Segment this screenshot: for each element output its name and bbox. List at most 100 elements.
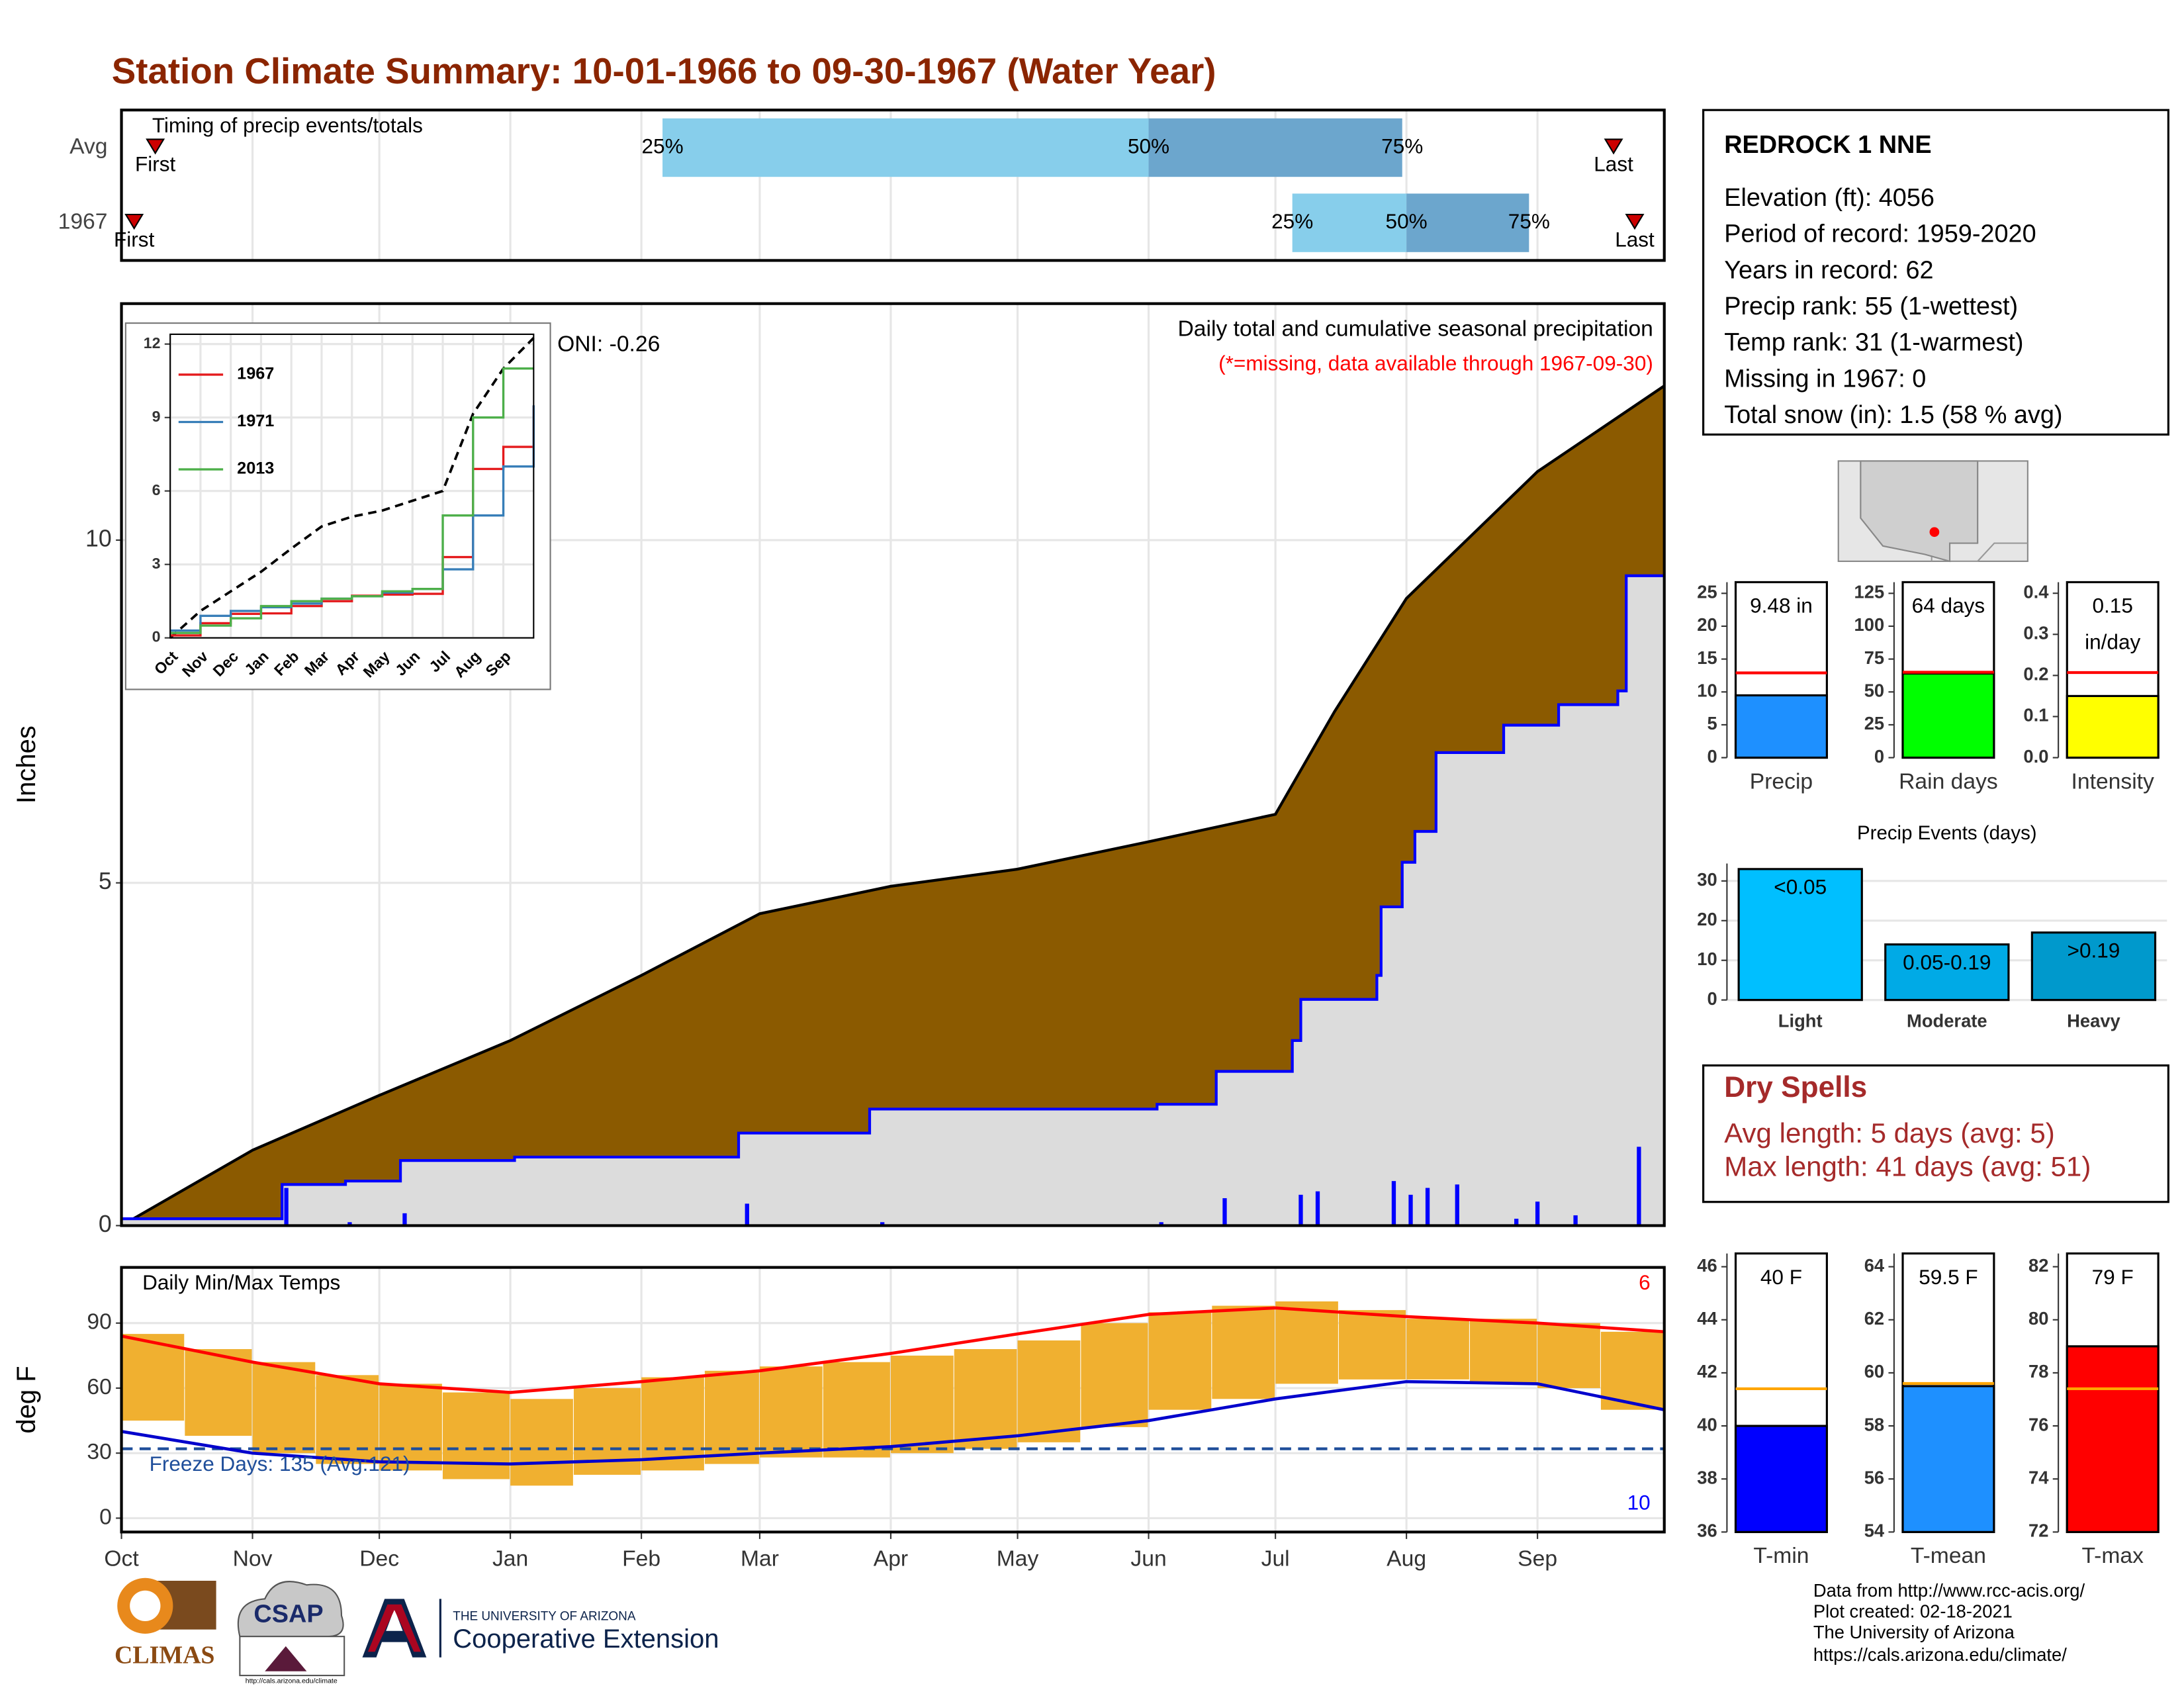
logo-text: CSAP — [253, 1601, 323, 1628]
x-tick-label: Jul — [1261, 1546, 1290, 1571]
dry-spells-line: Avg length: 5 days (avg: 5) — [1724, 1117, 2055, 1149]
y-tick-label: 0 — [1707, 746, 1717, 767]
temp-range-bar — [1081, 1323, 1148, 1427]
info-line: Elevation (ft): 4056 — [1724, 184, 1934, 212]
value-label: 64 days — [1912, 594, 1985, 618]
quartile-label: 75% — [1381, 134, 1423, 158]
event-label: First — [135, 152, 176, 176]
average-line — [121, 1306, 1664, 1394]
dry-spells-line: Max length: 41 days (avg: 51) — [1724, 1150, 2091, 1182]
dry-spells-box — [1702, 1064, 2169, 1203]
y-tick-label: 0.1 — [2023, 705, 2048, 726]
value-label: 9.48 in — [1750, 594, 1813, 618]
daily-bar — [284, 1188, 289, 1226]
y-tick-label: 78 — [2028, 1361, 2048, 1382]
x-tick-label: Oct — [104, 1546, 139, 1571]
credit: Plot created: 02-18-2021 — [1813, 1601, 2013, 1622]
x-tick-label: T-mean — [1911, 1544, 1986, 1568]
x-tick-label: Sep — [1518, 1546, 1557, 1571]
temp-range-bar — [1406, 1319, 1469, 1380]
temp-range-bar — [121, 1334, 185, 1421]
info-line: Period of record: 1959-2020 — [1724, 220, 2036, 248]
info-line: Temp rank: 31 (1-warmest) — [1724, 329, 2023, 357]
temp-range-bar — [185, 1349, 252, 1436]
csap-logo: CSAP http://cals.arizona.edu/climate — [237, 1581, 345, 1685]
y-tick-label: 15 — [1697, 647, 1717, 668]
quartile-label: 25% — [1271, 209, 1313, 233]
average-line — [121, 1380, 1665, 1466]
daily-bar — [1222, 1198, 1227, 1226]
daily-bar — [745, 1203, 749, 1226]
record-count: 6 — [1639, 1270, 1651, 1294]
y-tick-label: Avg — [69, 134, 107, 159]
y-tick-label: 80 — [2028, 1308, 2048, 1329]
bar — [2066, 1345, 2160, 1533]
temp-range-bar — [641, 1377, 704, 1471]
y-tick-label: 25 — [1697, 582, 1717, 602]
x-tick-label: Aug — [1387, 1546, 1426, 1571]
temp-range-bar — [1275, 1301, 1338, 1384]
note: (*=missing, data available through 1967-… — [1218, 352, 1653, 375]
panel-title: Precip Events (days) — [1857, 822, 2037, 844]
y-tick-label: 125 — [1854, 582, 1885, 602]
legend-label: 1967 — [237, 365, 274, 383]
logo-text: THE UNIVERSITY OF ARIZONA — [453, 1610, 636, 1624]
daily-bar — [1535, 1201, 1540, 1226]
logo-shape — [265, 1646, 307, 1671]
daily-bar — [1637, 1147, 1641, 1226]
temp-range-bar — [316, 1375, 379, 1464]
event-marker — [1625, 213, 1645, 230]
y-tick-label: 5 — [99, 868, 112, 894]
value-label: 59.5 F — [1919, 1265, 1978, 1289]
y-tick-label: 0 — [1707, 988, 1717, 1009]
y-tick-label: 10 — [1697, 949, 1717, 969]
y-tick-label: 10 — [85, 525, 112, 551]
temp-range-bar — [954, 1349, 1017, 1449]
dry-spells-title: Dry Spells — [1724, 1071, 1867, 1103]
value-unit: in/day — [2085, 630, 2140, 653]
logo-text: CLIMAS — [114, 1641, 214, 1669]
y-tick-label: 60 — [87, 1375, 111, 1399]
value-label: 79 F — [2092, 1265, 2134, 1289]
temp-range-bar — [252, 1362, 316, 1454]
y-tick-label: 0.0 — [2023, 746, 2048, 767]
bar — [2030, 931, 2157, 1002]
y-tick-label: 56 — [1864, 1467, 1884, 1487]
quartile-bar — [662, 118, 1149, 177]
y-tick-label: 46 — [1697, 1255, 1717, 1276]
logo-shape — [367, 1604, 421, 1652]
y-tick-label: 10 — [1697, 680, 1717, 700]
info-line: Years in record: 62 — [1724, 256, 1933, 284]
temp-range-bar — [823, 1362, 890, 1458]
quartile-label: 25% — [641, 134, 683, 158]
x-tick-label: T-max — [2081, 1544, 2144, 1568]
y-tick-label: 0.2 — [2023, 664, 2048, 684]
y-tick-label: 44 — [1697, 1308, 1717, 1329]
panel-border — [120, 109, 1666, 262]
inset-box — [124, 322, 551, 690]
daily-bar — [880, 1222, 885, 1226]
value-label: >0.19 — [2068, 939, 2120, 962]
y-tick-label: 54 — [1864, 1521, 1885, 1541]
temp-range-bar — [1017, 1340, 1081, 1442]
quartile-bar — [1292, 193, 1407, 252]
legend-label: 1971 — [237, 412, 274, 430]
y-tick-label: 74 — [2028, 1467, 2049, 1487]
y-tick-label: 72 — [2028, 1521, 2048, 1541]
y-tick-label: 0 — [99, 1505, 112, 1529]
x-tick-label: Jun — [1130, 1546, 1166, 1571]
climas-logo: CLIMAS — [114, 1577, 216, 1669]
bar — [2066, 694, 2160, 759]
info-box — [1702, 109, 2169, 436]
x-tick-label: Light — [1778, 1011, 1823, 1031]
temp-range-bar — [1338, 1310, 1406, 1380]
daily-bar — [1455, 1184, 1459, 1226]
freeze-label: Freeze Days: 135 (Avg:121) — [150, 1452, 410, 1476]
y-tick-label: 36 — [1697, 1521, 1717, 1541]
x-tick-label: Nov — [233, 1546, 273, 1571]
y-tick-label: 40 — [1697, 1414, 1717, 1434]
temp-range-bar — [1600, 1331, 1664, 1410]
temp-range-bar — [442, 1392, 510, 1479]
cumulative-line — [121, 574, 1664, 1221]
